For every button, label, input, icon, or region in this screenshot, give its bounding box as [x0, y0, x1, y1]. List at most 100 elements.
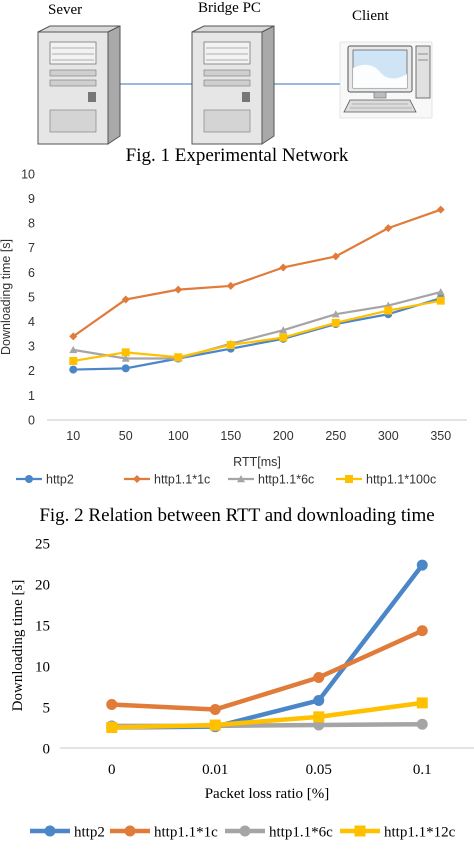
x-tick-label: 0 [108, 762, 116, 778]
data-point [384, 224, 393, 233]
legend-label: http2 [46, 472, 74, 486]
legend-item: http1.1*12c [340, 824, 456, 840]
legend-item: http1.1*6c [228, 472, 314, 486]
series-line [111, 700, 423, 730]
y-axis-title: Downloading time [s] [0, 239, 13, 355]
x-tick-label: 0.05 [306, 762, 332, 778]
y-tick-label: 7 [28, 241, 35, 255]
x-tick-label: 0.01 [202, 762, 228, 778]
series-line [73, 299, 441, 363]
series-line [73, 291, 442, 360]
x-tick-label: 100 [168, 429, 189, 443]
legend: http2 http1.1*1c http1.1*6c http1.1*100c [16, 472, 436, 486]
data-point [313, 671, 325, 683]
y-axis-title: Downloading time [s] [10, 580, 26, 712]
legend-item: http1.1*100c [336, 472, 436, 486]
y-tick-label: 10 [35, 659, 50, 675]
data-point [279, 333, 288, 342]
y-tick-label: 15 [35, 618, 50, 634]
legend: http2 http1.1*1c http1.1*6c http1.1*12c [30, 824, 456, 840]
data-point [279, 326, 288, 334]
data-point [174, 285, 183, 294]
y-tick-label: 0 [43, 741, 51, 757]
legend-item: http2 [16, 472, 74, 486]
y-tick-label: 25 [35, 536, 50, 552]
data-point [106, 699, 118, 711]
data-point [209, 703, 221, 715]
data-point [121, 295, 130, 304]
y-tick-label: 9 [28, 192, 35, 206]
chart-rtt: 0 1 2 3 4 5 6 7 8 9 10 10 50 100 150 200 250 300 350 RTT[ms… [0, 167, 467, 486]
legend-marker [354, 825, 366, 837]
data-point [313, 711, 325, 723]
legend-marker [239, 825, 251, 837]
legend-label: http1.1*100c [366, 472, 436, 486]
data-point [331, 310, 340, 318]
desktop-computer-icon [339, 41, 433, 119]
client-label: Client [352, 8, 389, 24]
series-http1-1-100c [69, 296, 445, 365]
data-point [209, 719, 221, 731]
x-tick-label: 150 [220, 429, 241, 443]
y-tick-label: 3 [28, 340, 35, 354]
y-tick-label: 2 [28, 364, 35, 378]
data-point [416, 718, 428, 730]
x-tick-label: 0.1 [413, 762, 432, 778]
y-tick-label: 5 [43, 700, 51, 716]
x-axis-title: RTT[ms] [233, 455, 281, 469]
data-point [279, 263, 288, 272]
data-point [416, 625, 428, 637]
data-point [331, 252, 340, 261]
legend-marker [237, 475, 245, 483]
legend-label: http1.1*12c [384, 824, 456, 840]
series-line [73, 297, 442, 371]
server-label: Sever [48, 2, 82, 18]
data-point [416, 559, 428, 571]
data-point [121, 354, 130, 362]
legend-marker [25, 475, 33, 483]
legend-marker [133, 475, 141, 483]
data-point [331, 318, 340, 327]
data-point [313, 694, 325, 706]
legend-label: http1.1*6c [258, 472, 314, 486]
data-point [69, 345, 78, 354]
series-line [72, 208, 442, 338]
y-tick-label: 8 [28, 217, 35, 231]
series-line [111, 563, 425, 730]
data-point [416, 697, 428, 709]
chart-packet-loss: 0 5 10 15 20 25 0 0.01 0.05 0.1 Packet loss ratio … [10, 536, 474, 840]
data-point [121, 348, 130, 357]
bridge-pc-label: Bridge PC [198, 0, 261, 16]
legend-item: http1.1*1c [124, 472, 210, 486]
series-line [111, 628, 424, 712]
legend-item: http1.1*6c [225, 824, 333, 840]
x-axis-title: Packet loss ratio [%] [205, 786, 330, 802]
x-tick-label: 10 [66, 429, 80, 443]
legend-label: http1.1*1c [154, 472, 210, 486]
data-point [226, 281, 235, 290]
x-tick-label: 50 [119, 429, 133, 443]
data-point [436, 205, 445, 214]
x-tick-label: 300 [378, 429, 399, 443]
data-point [69, 356, 78, 365]
x-tick-label: 250 [325, 429, 346, 443]
data-point [69, 365, 78, 374]
y-tick-label: 20 [35, 577, 50, 593]
series-http1-1-1c [106, 625, 428, 715]
legend-item: http2 [30, 824, 105, 840]
x-tick-label: 200 [273, 429, 294, 443]
data-point [436, 296, 445, 305]
server-icon [37, 25, 121, 145]
figure1-caption: Fig. 1 Experimental Network [126, 145, 349, 166]
figure2-caption: Fig. 2 Relation between RTT and download… [39, 505, 434, 526]
y-tick-label: 6 [28, 266, 35, 280]
y-tick-label: 0 [28, 413, 35, 427]
y-tick-label: 10 [21, 167, 35, 181]
legend-label: http1.1*1c [154, 824, 218, 840]
bridge-pc-icon [191, 25, 275, 145]
y-tick-label: 1 [28, 389, 35, 403]
x-tick-label: 350 [430, 429, 451, 443]
legend-label: http2 [74, 824, 105, 840]
